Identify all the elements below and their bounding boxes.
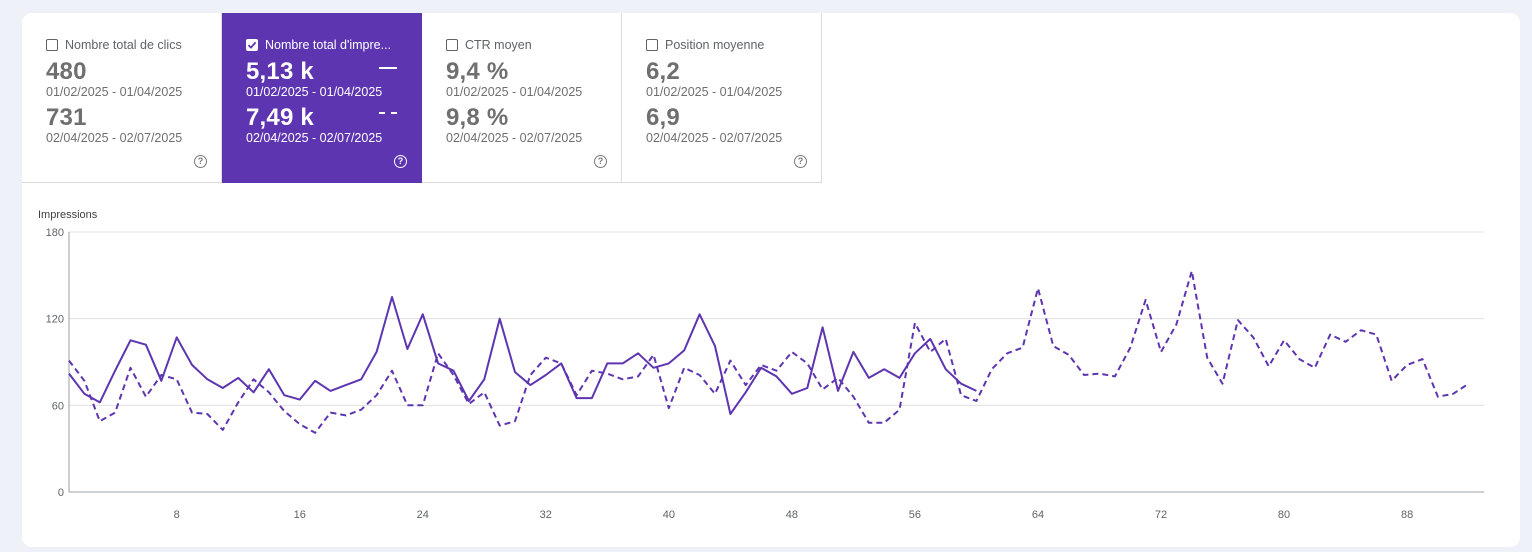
tile-label: Position moyenne xyxy=(665,38,765,52)
metric-value-period-2: 9,8 % xyxy=(446,104,509,131)
metric-tiles: Nombre total de clics 480 01/02/2025 - 0… xyxy=(22,13,822,183)
y-tick-label: 0 xyxy=(58,487,64,499)
tile-label: Nombre total d'impre... xyxy=(265,38,392,52)
x-tick-label: 48 xyxy=(786,509,798,521)
help-circle-icon[interactable]: ? xyxy=(794,155,807,168)
tile-ctr-header[interactable]: CTR moyen xyxy=(446,38,532,52)
metric-value-period-2: 731 xyxy=(46,104,87,131)
metric-date-period-2: 02/04/2025 - 02/07/2025 xyxy=(646,131,783,145)
tile-position-header[interactable]: Position moyenne xyxy=(646,38,764,52)
legend-solid-line-icon xyxy=(379,67,397,69)
metric-date-period-1: 01/02/2025 - 01/04/2025 xyxy=(646,85,783,99)
x-tick-label: 16 xyxy=(294,509,306,521)
y-tick-label: 180 xyxy=(46,227,64,239)
tile-label: CTR moyen xyxy=(465,38,532,52)
y-tick-label: 60 xyxy=(52,400,64,412)
tile-impressions-header[interactable]: Nombre total d'impre... xyxy=(246,38,391,52)
metric-value-period-1: 9,4 % xyxy=(446,58,509,85)
legend-dashed-line-icon xyxy=(379,112,397,114)
x-tick-label: 88 xyxy=(1401,509,1413,521)
metric-date-period-1: 01/02/2025 - 01/04/2025 xyxy=(246,85,383,99)
metric-value-period-2: 7,49 k xyxy=(246,104,314,131)
metric-date-period-1: 01/02/2025 - 01/04/2025 xyxy=(446,85,583,99)
help-circle-icon[interactable]: ? xyxy=(594,155,607,168)
x-tick-label: 64 xyxy=(1032,509,1044,521)
metric-date-period-1: 01/02/2025 - 01/04/2025 xyxy=(46,85,183,99)
tile-clicks[interactable]: Nombre total de clics 480 01/02/2025 - 0… xyxy=(22,13,222,183)
x-tick-label: 80 xyxy=(1278,509,1290,521)
checkbox-icon[interactable] xyxy=(646,39,658,51)
metric-date-period-2: 02/04/2025 - 02/07/2025 xyxy=(446,131,583,145)
metric-value-period-2: 6,9 xyxy=(646,104,680,131)
metric-value-period-1: 5,13 k xyxy=(246,58,314,85)
x-tick-label: 56 xyxy=(909,509,921,521)
checkbox-icon[interactable] xyxy=(46,39,58,51)
help-circle-icon[interactable]: ? xyxy=(194,155,207,168)
tile-impressions[interactable]: Nombre total d'impre... 5,13 k 01/02/202… xyxy=(222,13,422,183)
y-tick-label: 120 xyxy=(46,314,64,326)
series-line-period-2 xyxy=(68,270,1470,434)
metric-value-period-1: 6,2 xyxy=(646,58,680,85)
x-tick-label: 8 xyxy=(174,509,180,521)
help-circle-icon[interactable]: ? xyxy=(394,155,407,168)
tile-position[interactable]: Position moyenne 6,2 01/02/2025 - 01/04/… xyxy=(622,13,822,183)
performance-card: Nombre total de clics 480 01/02/2025 - 0… xyxy=(22,13,1520,547)
x-tick-label: 72 xyxy=(1155,509,1167,521)
tile-clicks-header[interactable]: Nombre total de clics xyxy=(46,38,182,52)
x-tick-label: 32 xyxy=(540,509,552,521)
impressions-chart[interactable]: 0 60 120 180 8 16 24 32 40 48 56 64 72 80 88 xyxy=(22,13,1520,547)
metric-value-period-1: 480 xyxy=(46,58,87,85)
tile-ctr[interactable]: CTR moyen 9,4 % 01/02/2025 - 01/04/2025 … xyxy=(422,13,622,183)
tile-label: Nombre total de clics xyxy=(65,38,182,52)
x-tick-label: 24 xyxy=(417,509,429,521)
chart-title: Impressions xyxy=(38,209,98,221)
checkbox-icon[interactable] xyxy=(446,39,458,51)
series-line-period-1 xyxy=(68,296,977,415)
metric-date-period-2: 02/04/2025 - 02/07/2025 xyxy=(246,131,383,145)
metric-date-period-2: 02/04/2025 - 02/07/2025 xyxy=(46,131,183,145)
x-tick-label: 40 xyxy=(663,509,675,521)
checkbox-checked-icon[interactable] xyxy=(246,39,258,51)
